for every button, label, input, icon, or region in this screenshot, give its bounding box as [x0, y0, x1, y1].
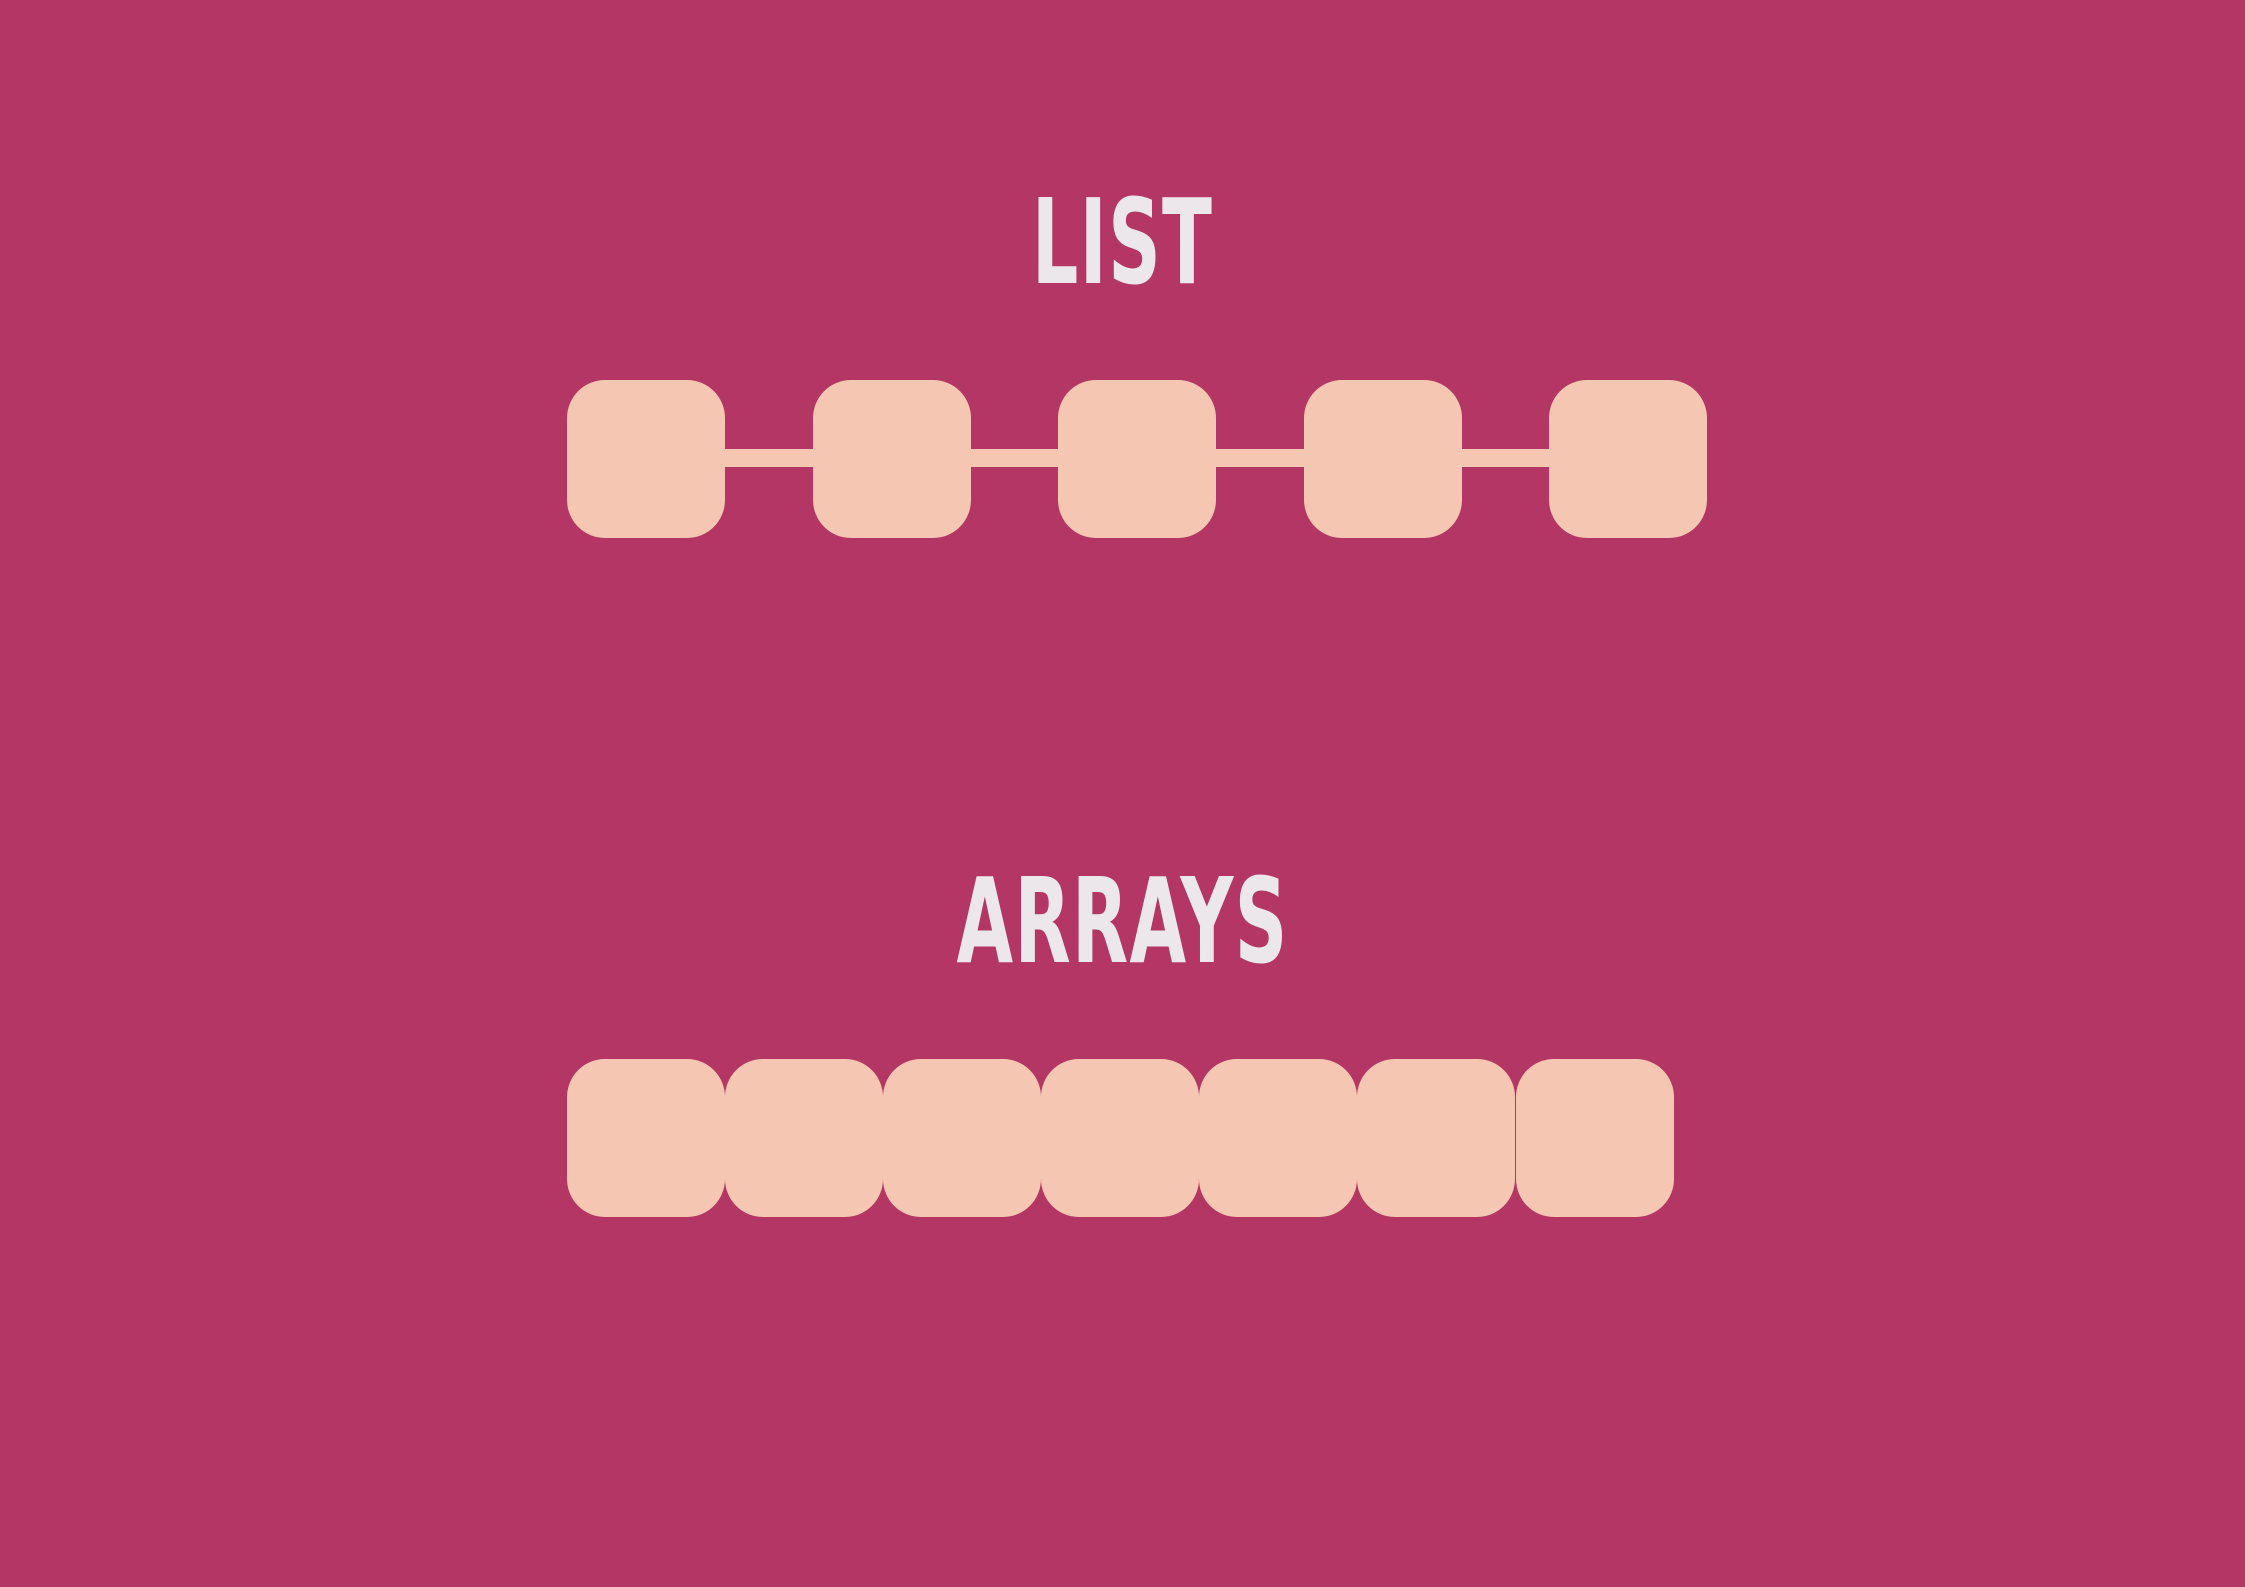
array-cell	[567, 1059, 725, 1217]
list-node	[1058, 380, 1216, 538]
list-title: LIST	[1031, 173, 1214, 311]
arrays-title: ARRAYS	[956, 852, 1289, 990]
list-link	[724, 449, 814, 467]
list-link	[970, 449, 1060, 467]
list-link	[1461, 449, 1551, 467]
array-cell	[1199, 1059, 1357, 1217]
list-node	[1304, 380, 1462, 538]
array-cell	[1516, 1059, 1674, 1217]
list-node	[567, 380, 725, 538]
array-cell	[883, 1059, 1041, 1217]
array-cell	[1357, 1059, 1515, 1217]
array-cell	[1041, 1059, 1199, 1217]
list-node	[1549, 380, 1707, 538]
list-link	[1215, 449, 1305, 467]
array-cell	[725, 1059, 883, 1217]
list-node	[813, 380, 971, 538]
